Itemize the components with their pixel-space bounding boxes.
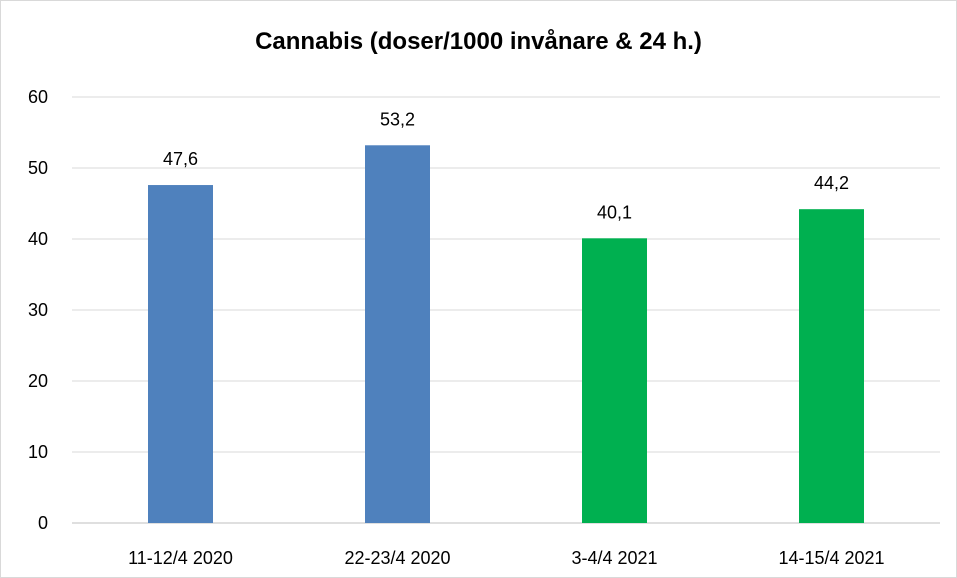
chart-title: Cannabis (doser/1000 invånare & 24 h.) xyxy=(255,28,702,55)
x-tick-label: 11-12/4 2020 xyxy=(128,548,233,568)
y-tick-label: 60 xyxy=(28,87,48,107)
y-tick-label: 40 xyxy=(28,229,48,249)
y-tick-label: 20 xyxy=(28,371,48,391)
gridlines xyxy=(72,96,940,524)
data-label: 47,6 xyxy=(163,149,198,169)
x-axis-labels: 11-12/4 2020 22-23/4 2020 3-4/4 2021 14-15/… xyxy=(128,548,884,568)
bar xyxy=(582,238,647,524)
bars xyxy=(148,145,864,524)
data-label: 44,2 xyxy=(814,173,849,193)
x-tick-label: 3-4/4 2021 xyxy=(571,548,657,568)
data-labels: 47,6 53,2 40,1 44,2 xyxy=(163,109,849,222)
y-tick-label: 0 xyxy=(38,513,48,533)
y-tick-label: 10 xyxy=(28,442,48,462)
x-tick-label: 22-23/4 2020 xyxy=(344,548,450,568)
bar xyxy=(365,145,430,523)
bar xyxy=(148,185,213,524)
y-tick-label: 50 xyxy=(28,158,48,178)
data-label: 53,2 xyxy=(380,109,415,129)
bar xyxy=(799,209,864,523)
x-tick-label: 14-15/4 2021 xyxy=(778,548,884,568)
y-tick-label: 30 xyxy=(28,300,48,320)
y-axis-labels: 0 10 20 30 40 50 60 xyxy=(28,87,48,533)
data-label: 40,1 xyxy=(597,202,632,222)
